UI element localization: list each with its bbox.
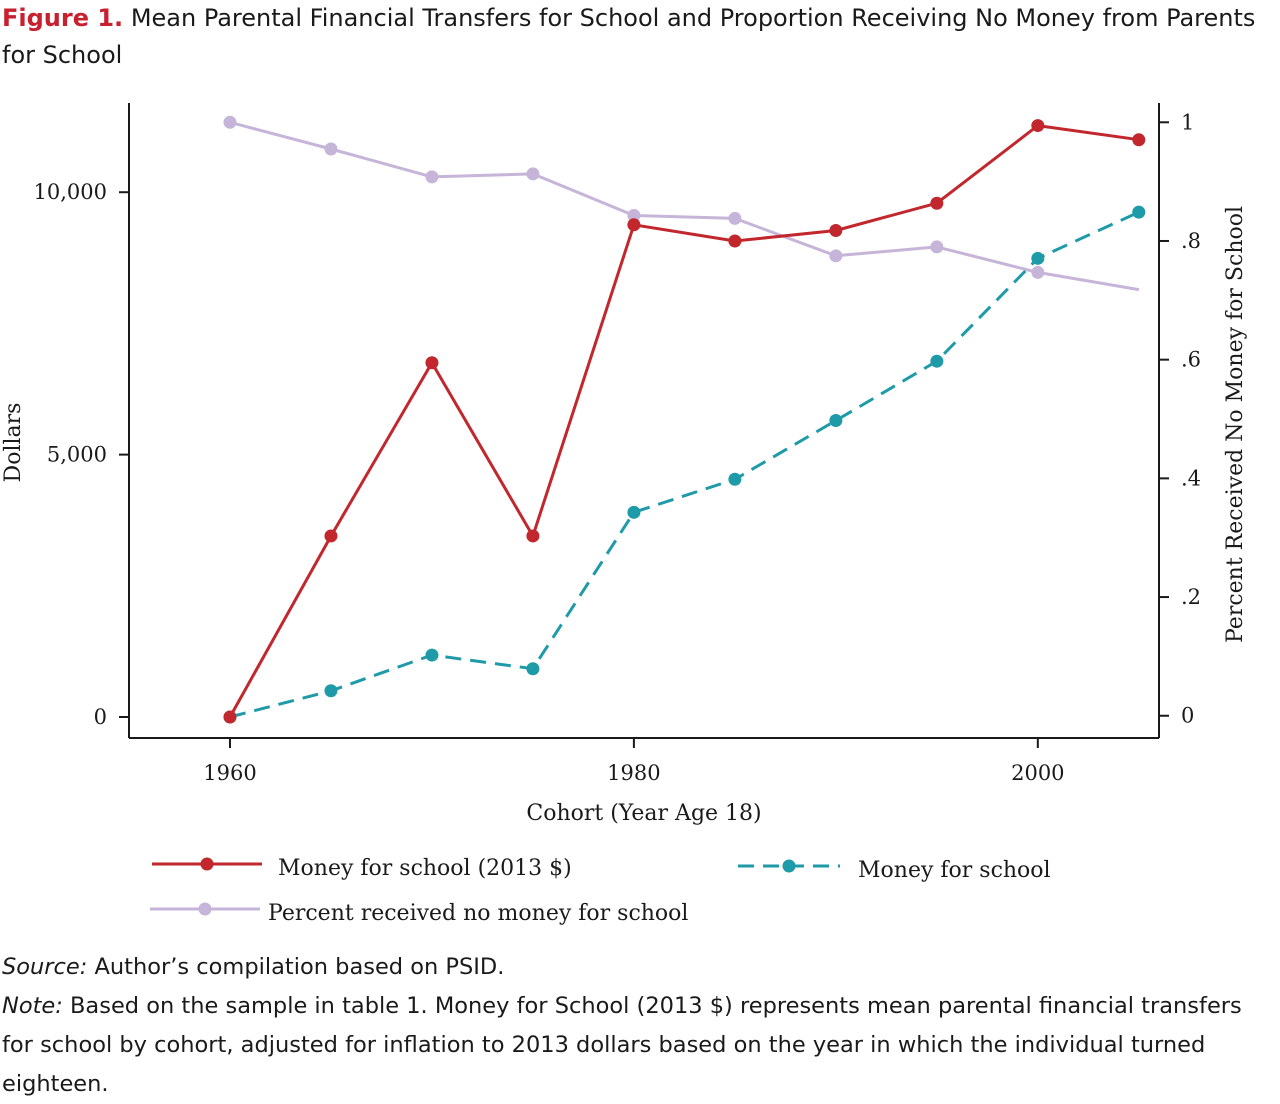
- figure-label: Figure 1.: [2, 4, 124, 32]
- data-point-money-for-school: [930, 354, 944, 368]
- chart-series: [223, 115, 1146, 724]
- data-point-money-for-school: [425, 648, 439, 662]
- y2-tick-label: .2: [1181, 585, 1201, 609]
- data-point-money-for-school-2013: [223, 710, 237, 724]
- note-text: Based on the sample in table 1. Money fo…: [2, 993, 1242, 1097]
- data-point-money-for-school-2013: [829, 224, 843, 238]
- series-line-money-for-school: [229, 210, 1140, 719]
- y-tick-label: 5,000: [47, 443, 107, 467]
- data-point-money-for-school: [728, 472, 742, 486]
- x-tick-label: 1980: [607, 761, 660, 785]
- legend-swatch-marker-percent-received-no-money-for-school: [198, 902, 212, 916]
- note-label: Note:: [2, 993, 63, 1019]
- data-point-money-for-school-2013: [627, 218, 641, 232]
- data-point-money-for-school: [1031, 251, 1045, 265]
- source-text: Author’s compilation based on PSID.: [94, 954, 505, 980]
- y2-tick-label: .8: [1181, 229, 1201, 253]
- y2-tick-label: 1: [1181, 110, 1194, 134]
- y-tick-label: 10,000: [34, 180, 107, 204]
- data-point-money-for-school-2013: [1031, 119, 1045, 133]
- data-point-money-for-school: [1132, 205, 1146, 219]
- y2-tick-label: .6: [1181, 348, 1201, 372]
- data-point-percent-received-no-money-for-school: [930, 240, 944, 254]
- x-tick-label: 1960: [203, 761, 256, 785]
- source-label: Source:: [2, 954, 88, 980]
- data-point-money-for-school-2013: [728, 234, 742, 248]
- y2-tick-label: .4: [1181, 466, 1201, 490]
- data-point-percent-received-no-money-for-school: [829, 249, 843, 263]
- data-point-money-for-school-2013: [526, 529, 540, 543]
- data-point-money-for-school: [627, 505, 641, 519]
- y2-axis-title: Percent Received No Money for School: [1223, 206, 1248, 643]
- series-line-money-for-school-2013: [228, 124, 1140, 718]
- data-point-percent-received-no-money-for-school: [728, 211, 742, 225]
- y-tick-label: 0: [94, 705, 107, 729]
- legend-label-percent-received-no-money-for-school: Percent received no money for school: [268, 901, 688, 926]
- legend-label-money-for-school-2013: Money for school (2013 $): [278, 856, 572, 881]
- chart-legend: Money for school (2013 $) Money for schoo…: [150, 856, 1051, 926]
- data-point-percent-received-no-money-for-school: [627, 208, 641, 222]
- chart: 0 5,000 10,000 0 .2 .4 .6 .8 1 1960 1980 2000 Cohor…: [1, 103, 1248, 926]
- data-point-percent-received-no-money-for-school: [526, 167, 540, 181]
- figure-notes: Source: Author’s compilation based on PS…: [2, 948, 1278, 1104]
- source-line: Source: Author’s compilation based on PS…: [2, 948, 1278, 987]
- series-line-percent-received-no-money-for-school: [229, 120, 1140, 292]
- data-point-percent-received-no-money-for-school: [223, 115, 237, 129]
- legend-swatch-marker-money-for-school-2013: [200, 857, 214, 871]
- x-axis-title: Cohort (Year Age 18): [526, 801, 761, 826]
- note-paragraph: Note: Based on the sample in table 1. Mo…: [2, 987, 1278, 1104]
- x-tick-label: 2000: [1011, 761, 1064, 785]
- data-point-money-for-school: [526, 662, 540, 676]
- data-point-money-for-school-2013: [930, 196, 944, 210]
- figure-caption: Figure 1. Mean Parental Financial Transf…: [2, 0, 1272, 74]
- data-point-money-for-school-2013: [1132, 133, 1146, 147]
- data-point-money-for-school: [829, 414, 843, 427]
- data-point-percent-received-no-money-for-school: [324, 142, 338, 156]
- legend-label-money-for-school: Money for school: [858, 858, 1051, 883]
- data-point-money-for-school-2013: [425, 356, 439, 370]
- chart-ticks: 0 5,000 10,000 0 .2 .4 .6 .8 1 1960 1980 2000: [34, 110, 1202, 785]
- legend-swatch-marker-money-for-school: [782, 859, 796, 873]
- y2-tick-label: 0: [1181, 704, 1194, 728]
- data-point-percent-received-no-money-for-school: [1031, 265, 1045, 279]
- data-point-money-for-school-2013: [324, 529, 338, 543]
- data-point-percent-received-no-money-for-school: [425, 170, 439, 184]
- data-point-money-for-school: [324, 684, 338, 698]
- chart-axes: [128, 103, 1160, 739]
- figure-title: Mean Parental Financial Transfers for Sc…: [2, 4, 1256, 69]
- y-axis-title: Dollars: [1, 403, 26, 483]
